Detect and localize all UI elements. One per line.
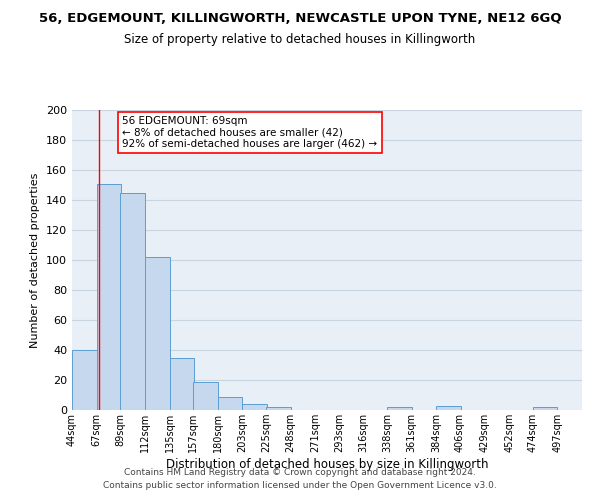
Y-axis label: Number of detached properties: Number of detached properties (31, 172, 40, 348)
Bar (242, 404, 267, 410)
Text: 56 EDGEMOUNT: 69sqm
← 8% of detached houses are smaller (42)
92% of semi-detache: 56 EDGEMOUNT: 69sqm ← 8% of detached hou… (122, 116, 377, 149)
Bar (145, 257, 170, 410)
Text: 56, EDGEMOUNT, KILLINGWORTH, NEWCASTLE UPON TYNE, NE12 6GQ: 56, EDGEMOUNT, KILLINGWORTH, NEWCASTLE U… (38, 12, 562, 26)
Bar (436, 406, 461, 410)
Text: Size of property relative to detached houses in Killingworth: Size of property relative to detached ho… (124, 32, 476, 46)
Bar (97, 184, 121, 410)
Text: Contains public sector information licensed under the Open Government Licence v3: Contains public sector information licen… (103, 480, 497, 490)
Bar (218, 396, 242, 410)
Bar (72, 350, 97, 410)
Text: Contains HM Land Registry data © Crown copyright and database right 2024.: Contains HM Land Registry data © Crown c… (124, 468, 476, 477)
Bar (533, 407, 557, 410)
Bar (170, 358, 194, 410)
Bar (387, 407, 412, 410)
Bar (193, 382, 218, 410)
X-axis label: Distribution of detached houses by size in Killingworth: Distribution of detached houses by size … (166, 458, 488, 471)
Bar (266, 407, 290, 410)
Bar (120, 192, 145, 410)
